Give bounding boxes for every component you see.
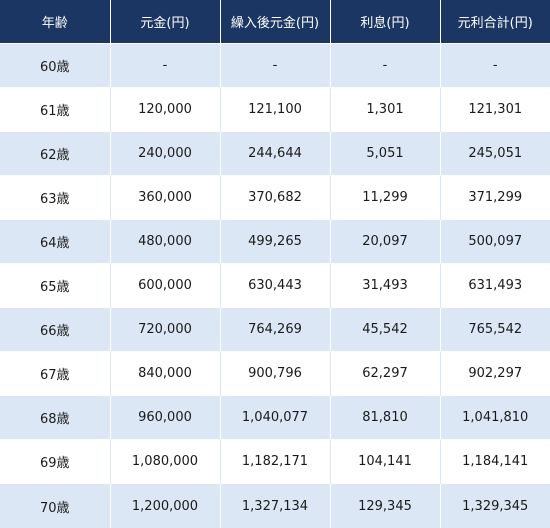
principal-cell: 960,000: [110, 395, 221, 440]
age-cell: 63歳: [0, 175, 111, 220]
principal-after-transfer-cell: 1,327,134: [220, 483, 331, 528]
total-cell: 902,297: [440, 351, 550, 396]
table-row: 63歳 360,000 370,682 11,299 371,299: [0, 175, 550, 220]
interest-cell: 5,051: [330, 131, 441, 176]
header-age: 年齢: [0, 0, 111, 44]
age-cell: 64歳: [0, 219, 111, 264]
table-row: 61歳 120,000 121,100 1,301 121,301: [0, 87, 550, 132]
interest-cell: 104,141: [330, 439, 441, 484]
age-cell: 60歳: [0, 43, 111, 88]
age-cell: 66歳: [0, 307, 111, 352]
principal-cell: 360,000: [110, 175, 221, 220]
table-row: 65歳 600,000 630,443 31,493 631,493: [0, 263, 550, 308]
principal-after-transfer-cell: 370,682: [220, 175, 331, 220]
header-principal-after-transfer: 繰入後元金(円): [220, 0, 331, 44]
principal-after-transfer-cell: 499,265: [220, 219, 331, 264]
total-cell: -: [440, 43, 550, 88]
principal-cell: 1,200,000: [110, 483, 221, 528]
principal-after-transfer-cell: 764,269: [220, 307, 331, 352]
table-row: 68歳 960,000 1,040,077 81,810 1,041,810: [0, 395, 550, 440]
header-interest: 利息(円): [330, 0, 441, 44]
interest-cell: 129,345: [330, 483, 441, 528]
interest-cell: 11,299: [330, 175, 441, 220]
table-row: 62歳 240,000 244,644 5,051 245,051: [0, 131, 550, 176]
interest-cell: -: [330, 43, 441, 88]
age-cell: 69歳: [0, 439, 111, 484]
age-cell: 70歳: [0, 483, 111, 528]
principal-cell: 480,000: [110, 219, 221, 264]
header-principal: 元金(円): [110, 0, 221, 44]
principal-after-transfer-cell: 244,644: [220, 131, 331, 176]
principal-cell: -: [110, 43, 221, 88]
table-body: 60歳 - - - -61歳 120,000 121,100 1,301 121,301 62歳 2…: [0, 43, 550, 528]
total-cell: 765,542: [440, 307, 550, 352]
age-cell: 62歳: [0, 131, 111, 176]
total-cell: 500,097: [440, 219, 550, 264]
principal-after-transfer-cell: 1,182,171: [220, 439, 331, 484]
principal-after-transfer-cell: 900,796: [220, 351, 331, 396]
total-cell: 1,329,345: [440, 483, 550, 528]
total-cell: 631,493: [440, 263, 550, 308]
age-cell: 68歳: [0, 395, 111, 440]
header-row: 年齢 元金(円) 繰入後元金(円) 利息(円) 元利合計(円): [0, 0, 550, 44]
table-row: 60歳 - - - -: [0, 43, 550, 88]
age-cell: 65歳: [0, 263, 111, 308]
table-row: 64歳 480,000 499,265 20,097 500,097: [0, 219, 550, 264]
table-header: 年齢 元金(円) 繰入後元金(円) 利息(円) 元利合計(円): [0, 0, 550, 44]
principal-after-transfer-cell: 630,443: [220, 263, 331, 308]
interest-cell: 62,297: [330, 351, 441, 396]
age-cell: 61歳: [0, 87, 111, 132]
principal-after-transfer-cell: -: [220, 43, 331, 88]
age-cell: 67歳: [0, 351, 111, 396]
principal-cell: 840,000: [110, 351, 221, 396]
total-cell: 245,051: [440, 131, 550, 176]
principal-after-transfer-cell: 121,100: [220, 87, 331, 132]
total-cell: 121,301: [440, 87, 550, 132]
interest-cell: 31,493: [330, 263, 441, 308]
total-cell: 1,041,810: [440, 395, 550, 440]
principal-cell: 240,000: [110, 131, 221, 176]
interest-cell: 1,301: [330, 87, 441, 132]
total-cell: 371,299: [440, 175, 550, 220]
principal-cell: 120,000: [110, 87, 221, 132]
table-row: 66歳 720,000 764,269 45,542 765,542: [0, 307, 550, 352]
header-total: 元利合計(円): [440, 0, 550, 44]
total-cell: 1,184,141: [440, 439, 550, 484]
table-row: 67歳 840,000 900,796 62,297 902,297: [0, 351, 550, 396]
principal-cell: 1,080,000: [110, 439, 221, 484]
interest-cell: 45,542: [330, 307, 441, 352]
interest-cell: 20,097: [330, 219, 441, 264]
interest-cell: 81,810: [330, 395, 441, 440]
principal-cell: 720,000: [110, 307, 221, 352]
principal-cell: 600,000: [110, 263, 221, 308]
table-row: 70歳 1,200,000 1,327,134 129,345 1,329,345: [0, 483, 550, 528]
table-row: 69歳 1,080,000 1,182,171 104,141 1,184,141: [0, 439, 550, 484]
principal-after-transfer-cell: 1,040,077: [220, 395, 331, 440]
